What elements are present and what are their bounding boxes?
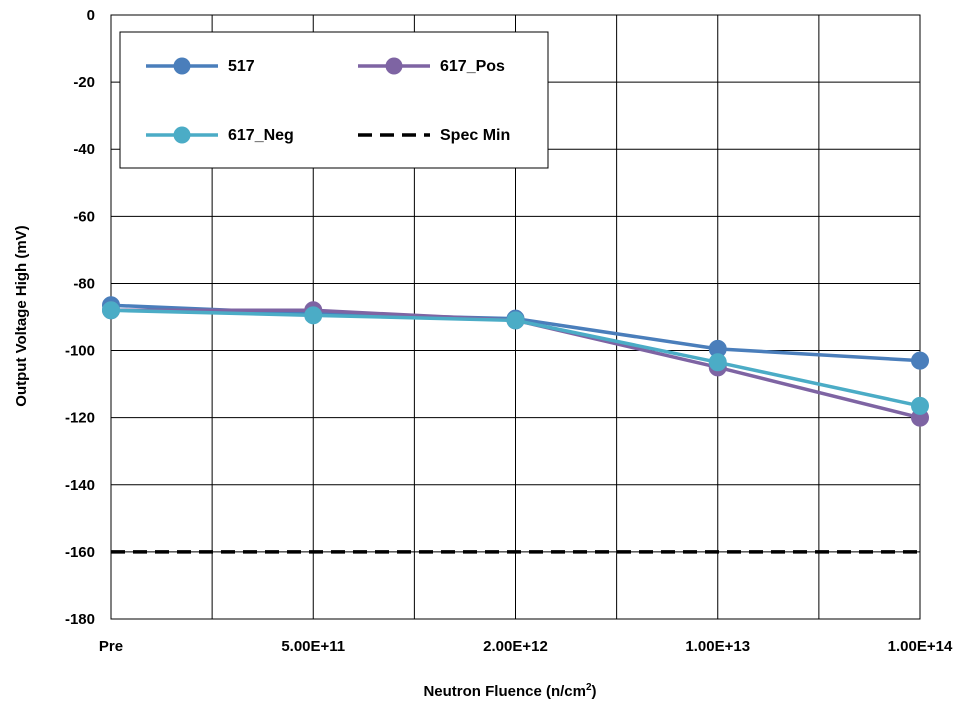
data-point [911,351,929,370]
x-axis-label-sup: 2 [586,682,592,693]
y-tick-labels: 0 -20 -40 -60 -80 -100 -120 -140 -160 -180 [65,7,95,628]
data-point [506,311,525,330]
series-layer [102,296,929,554]
data-point [708,353,727,372]
data-point [102,301,120,320]
x-axis-label-tail: ) [592,683,597,700]
x-tick-label: 5.00E+11 [281,638,345,655]
y-tick-label: 0 [87,7,95,24]
x-tick-label: 2.00E+12 [483,638,548,655]
legend: 517 617_Pos 617_Neg Spec Min [119,31,549,169]
data-point [911,396,929,415]
x-tick-label: 1.00E+14 [888,638,953,655]
legend-item: 517 [146,57,255,75]
x-axis-label: Neutron Fluence (n/cm2) [423,682,596,700]
y-tick-label: -140 [65,477,95,494]
legend-item: Spec Min [358,127,510,144]
legend-marker [173,126,191,144]
y-tick-label: -80 [73,275,95,292]
legend-label: 617_Pos [440,58,505,75]
x-tick-label: Pre [99,638,123,655]
series-617-neg [102,301,929,415]
legend-item: 617_Pos [358,57,505,75]
legend-label: 517 [228,58,255,75]
grid [111,15,920,619]
y-tick-label: -20 [73,74,95,91]
y-tick-label: -60 [73,208,95,225]
legend-label: Spec Min [440,127,510,144]
legend-box [119,31,549,169]
y-axis-label: Output Voltage High (mV) [13,225,30,406]
data-point [304,306,323,325]
legend-item: 617_Neg [146,126,294,144]
y-tick-label: -180 [65,611,95,628]
legend-label: 617_Neg [228,127,294,144]
x-tick-label: 1.00E+13 [685,638,750,655]
y-tick-label: -40 [73,141,95,158]
x-tick-labels: Pre 5.00E+11 2.00E+12 1.00E+13 1.00E+14 [99,638,953,655]
y-tick-label: -120 [65,410,95,427]
legend-marker [385,57,403,75]
x-axis-label-main: Neutron Fluence (n/cm [423,683,586,700]
y-tick-label: -100 [65,343,95,360]
legend-marker [173,57,191,75]
y-tick-label: -160 [65,544,95,561]
